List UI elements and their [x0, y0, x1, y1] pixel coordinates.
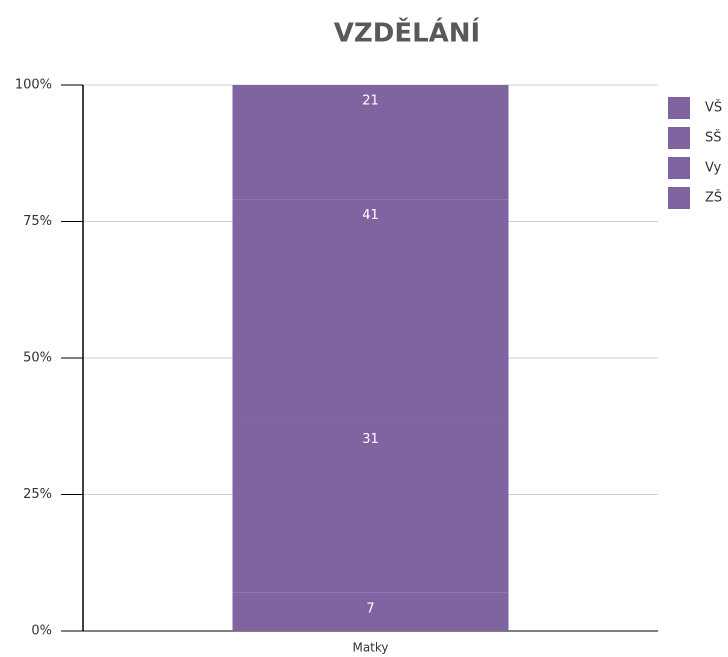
data-label: 31	[362, 432, 379, 447]
legend-label: VŠ	[705, 100, 722, 116]
data-label: 21	[362, 94, 379, 109]
chart-title: VZDĚLÁNÍ	[334, 17, 480, 49]
legend-swatch	[668, 157, 690, 179]
y-tick-label: 100%	[15, 78, 52, 93]
data-label: 41	[362, 208, 379, 223]
bar-segment	[232, 423, 509, 593]
legend-swatch	[668, 97, 690, 119]
y-tick-label: 25%	[23, 487, 52, 502]
y-tick-label: 50%	[23, 351, 52, 366]
legend-label: SŠ	[705, 130, 722, 146]
data-label: 7	[366, 601, 374, 616]
legend-swatch	[668, 187, 690, 209]
y-tick-label: 0%	[31, 624, 52, 639]
x-tick-label: Matky	[352, 641, 388, 655]
legend-label: Vy	[705, 161, 722, 176]
bar-segment	[232, 592, 509, 631]
y-tick-label: 75%	[23, 214, 52, 229]
legend-label: ZŠ	[705, 190, 722, 206]
legend-swatch	[668, 127, 690, 149]
bar-segment	[232, 199, 509, 424]
bar-segment	[232, 85, 509, 200]
